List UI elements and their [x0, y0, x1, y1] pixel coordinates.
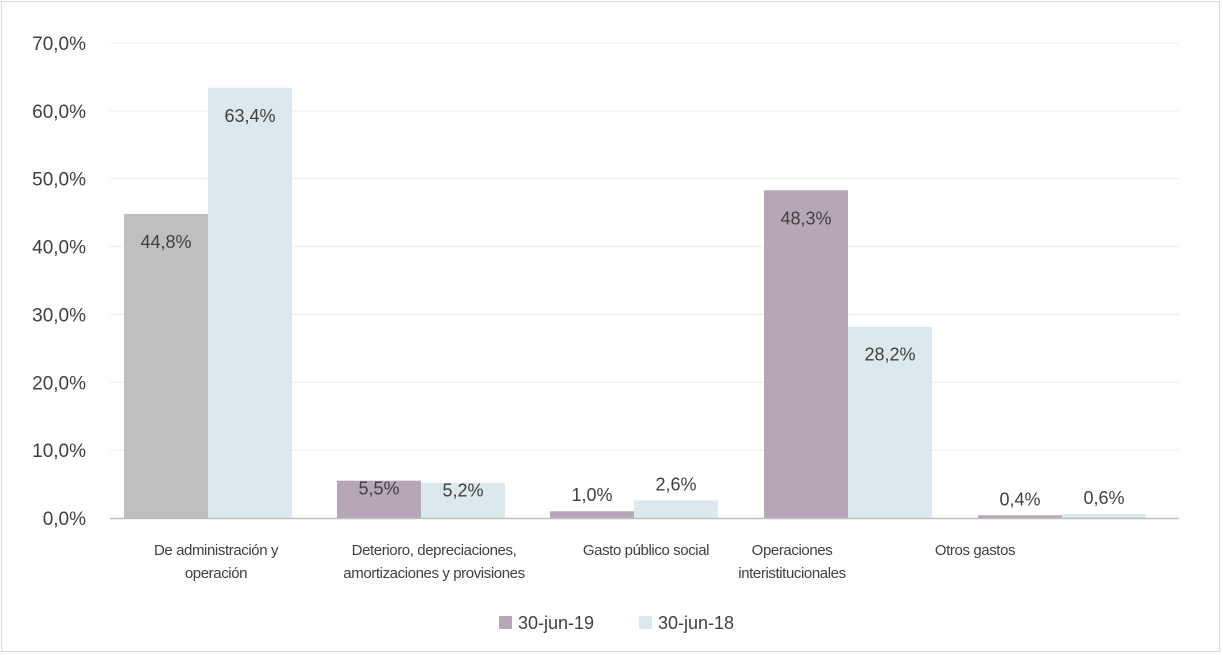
bar-series1 — [124, 214, 208, 518]
y-tick-label: 40,0% — [32, 238, 86, 259]
x-category-label: interistitucionales — [738, 565, 845, 582]
y-tick-label: 70,0% — [32, 34, 86, 55]
x-category-label: De administración y — [154, 542, 279, 559]
legend-label: 30-jun-18 — [658, 613, 734, 633]
x-axis-category-labels: De administración y operación Deterioro, d… — [154, 542, 1016, 582]
legend: 30-jun-19 30-jun-18 — [499, 613, 734, 633]
bars — [124, 87, 1146, 519]
bar-series2 — [848, 326, 932, 518]
bar-series2 — [1062, 513, 1146, 518]
y-tick-label: 10,0% — [32, 441, 86, 462]
bar-series2 — [208, 87, 292, 519]
y-tick-label: 50,0% — [32, 170, 86, 191]
y-tick-label: 30,0% — [32, 305, 86, 326]
data-label: 2,6% — [655, 474, 696, 494]
bar-series2 — [634, 500, 718, 518]
data-label: 1,0% — [571, 485, 612, 505]
x-category-label: Deterioro, depreciaciones, — [352, 542, 517, 559]
data-labels: 44,8% 5,5% 1,0% 48,3% 0,4% 63,4% 5,2% 2,6% 28,2%… — [140, 106, 1124, 509]
bar-series1 — [978, 515, 1062, 518]
data-label: 5,2% — [442, 481, 483, 501]
data-label: 63,4% — [224, 106, 275, 126]
x-category-label: operación — [185, 565, 247, 582]
y-tick-label: 0,0% — [43, 509, 86, 530]
bar-series1 — [550, 511, 634, 518]
y-tick-label: 60,0% — [32, 102, 86, 123]
data-label: 0,4% — [999, 489, 1040, 509]
data-label: 44,8% — [140, 232, 191, 252]
data-label: 0,6% — [1083, 488, 1124, 508]
y-tick-label: 20,0% — [32, 373, 86, 394]
bar-series2 — [421, 482, 505, 518]
x-category-label: Gasto público social — [583, 542, 709, 559]
data-label: 5,5% — [358, 479, 399, 499]
x-category-label: Otros gastos — [935, 542, 1015, 559]
bar-series1 — [764, 190, 848, 518]
legend-swatch — [639, 616, 652, 629]
x-category-label: amortizaciones y provisiones — [343, 565, 524, 582]
bar-series1 — [337, 480, 421, 518]
y-axis-tick-labels: 0,0% 10,0% 20,0% 30,0% 40,0% 50,0% 60,0% 70,0% — [32, 34, 86, 530]
data-label: 48,3% — [780, 208, 831, 228]
x-category-label: Operaciones — [752, 542, 833, 559]
legend-swatch — [499, 616, 512, 629]
legend-label: 30-jun-19 — [518, 613, 594, 633]
data-label: 28,2% — [864, 345, 915, 365]
